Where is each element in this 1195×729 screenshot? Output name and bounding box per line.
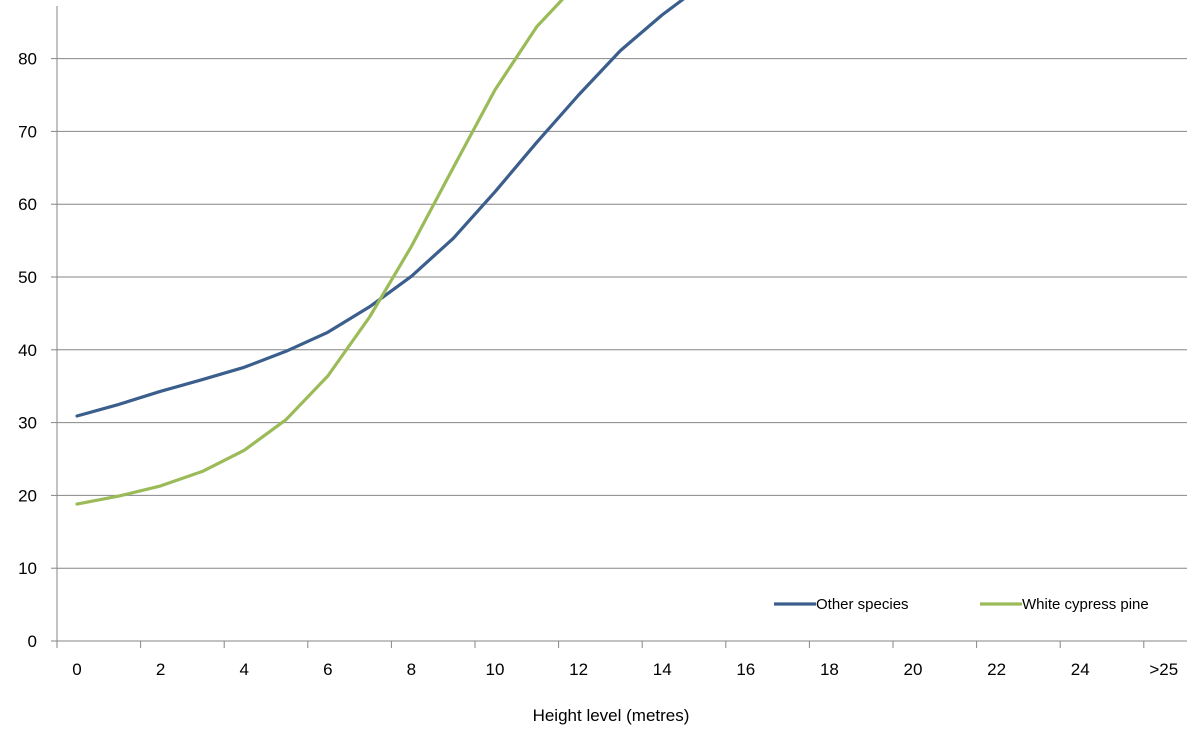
legend: Other species White cypress pine [774, 596, 1149, 613]
series-line-other-species [75, 0, 685, 418]
x-tick-label: 20 [904, 660, 923, 679]
x-tick-label: 8 [407, 660, 416, 679]
x-tick-label: 24 [1071, 660, 1090, 679]
x-tick-label: 12 [569, 660, 588, 679]
y-tick-label: 60 [18, 195, 37, 214]
series-line-white-cypress-pine [75, 0, 565, 506]
y-tick-label: 10 [18, 559, 37, 578]
legend-label: White cypress pine [1022, 596, 1149, 613]
x-tick-label: 10 [486, 660, 505, 679]
y-tick-label: 40 [18, 341, 37, 360]
x-tick-label: 22 [987, 660, 1006, 679]
x-tick-label: >25 [1149, 660, 1178, 679]
x-tick-label: 2 [156, 660, 165, 679]
x-tick-label: 16 [736, 660, 755, 679]
axes [51, 6, 1187, 648]
x-axis-title: Height level (metres) [533, 706, 690, 725]
x-tick-label: 6 [323, 660, 332, 679]
series-lines [75, 0, 685, 506]
y-tick-label: 50 [18, 268, 37, 287]
y-tick-label: 20 [18, 486, 37, 505]
x-tick-label: 14 [653, 660, 672, 679]
legend-label: Other species [816, 596, 909, 613]
x-tick-label: 0 [72, 660, 81, 679]
y-tick-label: 80 [18, 50, 37, 69]
y-tick-label: 0 [28, 632, 37, 651]
gridlines [57, 58, 1187, 569]
y-tick-label: 30 [18, 414, 37, 433]
x-tick-label: 4 [239, 660, 248, 679]
x-tick-label: 18 [820, 660, 839, 679]
y-tick-label: 70 [18, 122, 37, 141]
